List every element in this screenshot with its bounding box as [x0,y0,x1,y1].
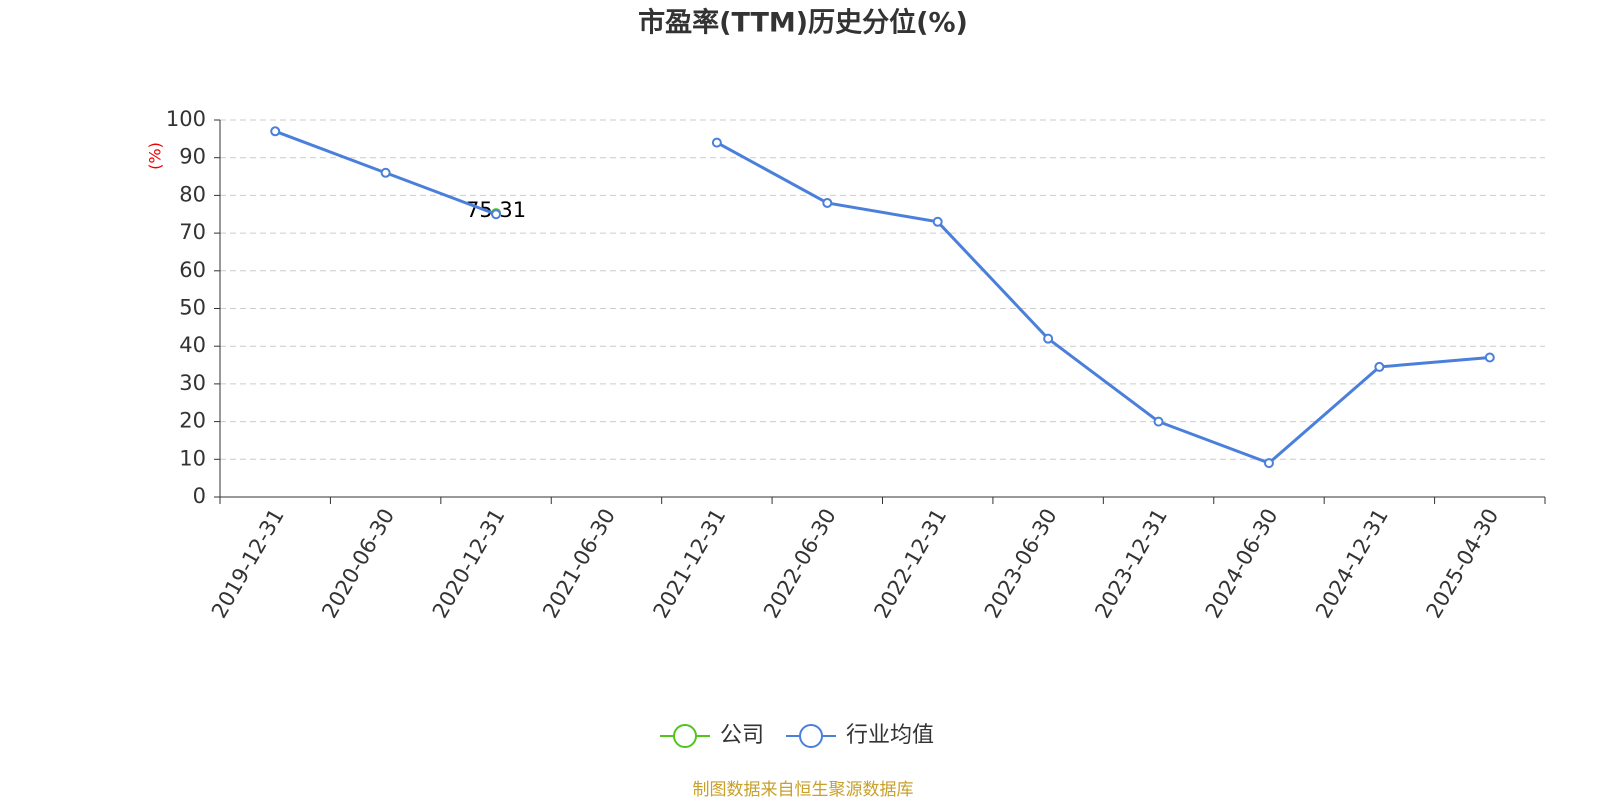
data-point [932,216,943,227]
y-tick-label: 60 [179,258,206,282]
data-point [1153,416,1164,427]
y-tick-label: 100 [166,107,206,131]
legend-label: 行业均值 [846,723,934,748]
y-tick-label: 10 [179,446,206,470]
y-tick-label: 90 [179,145,206,169]
series [270,126,1495,469]
y-tick-label: 80 [179,182,206,206]
data-point [711,137,722,148]
y-axis-label: (%) [146,142,165,170]
y-tick-label: 40 [179,333,206,357]
x-tick-label: 2019-12-31 [207,505,289,623]
x-tick-label: 2020-12-31 [428,504,510,622]
y-tick-label: 30 [179,371,206,395]
x-tick-label: 2022-06-30 [759,505,841,623]
source-note: 制图数据来自恒生聚源数据库 [693,780,914,800]
legend-label: 公司 [720,723,764,748]
legend-icon [799,724,824,748]
data-point [1263,458,1274,469]
x-tick-label: 2023-06-30 [980,505,1062,623]
y-tick-label: 70 [179,220,206,244]
x-tick-label: 2024-06-30 [1201,505,1283,623]
x-tick-label: 2020-06-30 [317,505,399,623]
x-tick-label: 2022-12-31 [869,504,951,622]
x-tick-label: 2025-04-30 [1422,505,1504,623]
y-tick-label: 0 [193,484,206,508]
data-point [822,197,833,208]
y-tick-label: 20 [179,409,206,433]
x-tick-label: 2021-12-31 [649,505,731,623]
x-tick-label: 2021-06-30 [538,505,620,623]
data-point [491,209,502,220]
chart-title: 市盈率(TTM)历史分位(%) [638,7,968,39]
data-point [270,126,281,137]
legend-icon [673,724,697,748]
data-point [1043,333,1054,344]
data-point [1484,352,1495,363]
data-point [380,167,391,178]
data-point [1374,361,1385,372]
x-tick-label: 2023-12-31 [1090,505,1172,623]
x-tick-label: 2024-12-31 [1311,505,1393,623]
series-line [716,141,1490,465]
y-tick-label: 50 [179,296,206,320]
